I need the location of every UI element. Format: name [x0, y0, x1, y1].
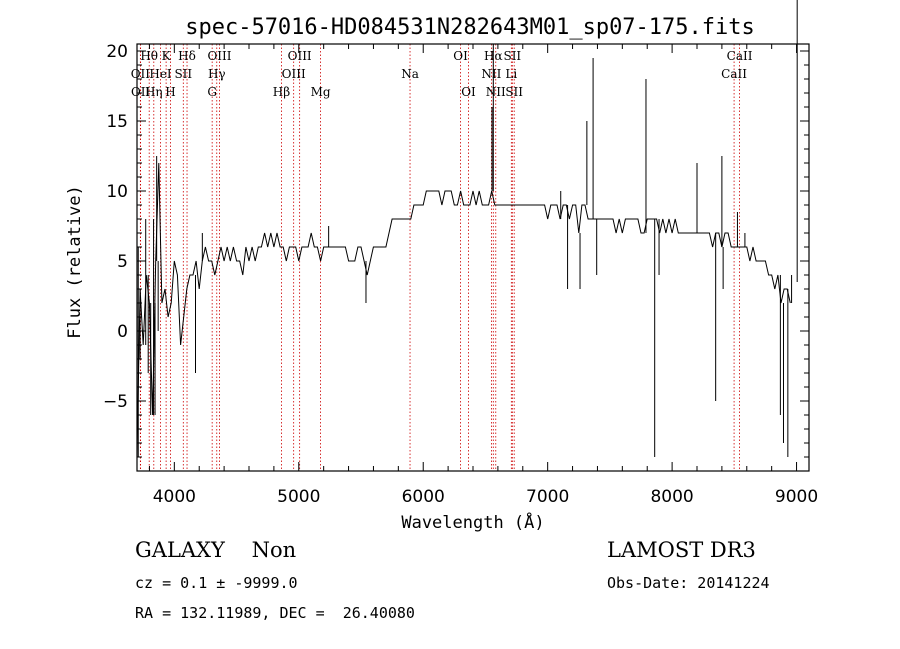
coordinates-text: RA = 132.11989, DEC = 26.40080: [135, 604, 415, 622]
spectral-line-label: OIII: [282, 67, 306, 81]
x-tick-label: 7000: [526, 487, 569, 507]
spectral-line-label: Hβ: [273, 85, 290, 99]
spectral-line-label: Hδ: [178, 49, 196, 63]
y-tick-label: 20: [106, 42, 128, 62]
spectrum-series-line: [136, 162, 791, 458]
spectral-line-label: Hθ: [140, 49, 158, 63]
spectral-line-label: SII: [174, 67, 192, 81]
x-tick-label: 8000: [650, 487, 693, 507]
spectral-line-label: OI: [453, 49, 468, 63]
x-axis-ticks: 4000 5000 6000 7000 8000 9000: [148, 44, 818, 507]
spectral-line-label: Na: [401, 67, 419, 81]
spectral-line-label: SII: [503, 49, 521, 63]
spectral-line-label: Mg: [311, 85, 331, 99]
spectral-line-label: SII: [505, 85, 523, 99]
y-tick-label: 0: [117, 322, 128, 342]
spectral-line-label: Hη: [145, 85, 163, 99]
spectral-line-label: CaII: [721, 67, 747, 81]
x-axis-label: Wavelength (Å): [401, 511, 544, 533]
y-tick-label: 10: [106, 182, 128, 202]
spectral-line-label: OIII: [207, 49, 231, 63]
spectral-line-label: Li: [505, 67, 517, 81]
spectral-line-label: HeI: [149, 67, 172, 81]
y-tick-label: 15: [106, 112, 128, 132]
spectral-line-labels: OII OII Hθ Hη K HeI H Hδ SII G Hγ OIII Hβ OIII OIII Mg N…: [131, 49, 753, 99]
plot-frame: [136, 43, 810, 472]
spectral-line-label: K: [162, 49, 172, 63]
y-tick-label: −5: [103, 392, 128, 412]
spectrum-spikes: [137, 0, 798, 457]
spectral-line-label: CaII: [727, 49, 753, 63]
y-axis-ticks: −5 0 5 10 15 20: [103, 42, 809, 458]
y-tick-label: 5: [117, 252, 128, 272]
y-axis-label: Flux (relative): [65, 185, 85, 339]
spectral-line-label: NII: [481, 67, 501, 81]
x-tick-label: 5000: [277, 487, 320, 507]
spectral-line-label: OI: [461, 85, 476, 99]
spectral-line-markers: [139, 44, 740, 471]
spectral-line-label: H: [165, 85, 175, 99]
spectral-line-label: Hγ: [208, 67, 226, 81]
chart-title: spec-57016-HD084531N282643M01_sp07-175.f…: [185, 15, 755, 40]
classification-label: GALAXY Non: [135, 538, 297, 562]
x-tick-label: 9000: [775, 487, 818, 507]
spectral-line-label: OIII: [288, 49, 312, 63]
x-tick-label: 4000: [153, 487, 196, 507]
survey-label: LAMOST DR3: [607, 538, 756, 562]
redshift-text: cz = 0.1 ± -9999.0: [135, 574, 298, 592]
spectral-line-label: NII: [486, 85, 506, 99]
spectral-line-label: OII: [131, 67, 151, 81]
obs-date-text: Obs-Date: 20141224: [607, 574, 770, 592]
spectral-line-label: G: [207, 85, 217, 99]
spectral-line-label: OII: [131, 85, 151, 99]
x-tick-label: 6000: [402, 487, 445, 507]
